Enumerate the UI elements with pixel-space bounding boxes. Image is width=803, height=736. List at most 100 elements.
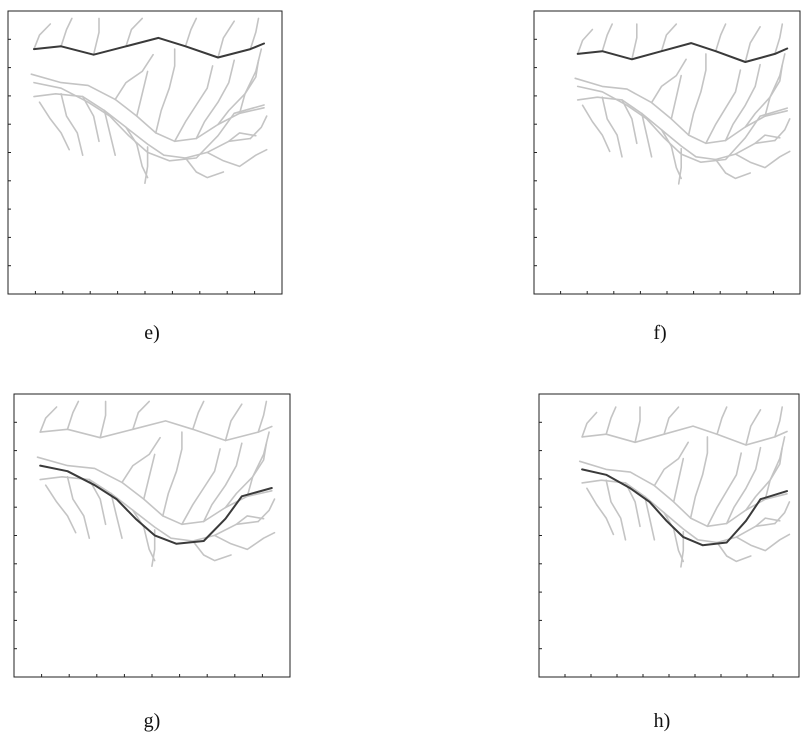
- vessel-segment: [224, 403, 243, 442]
- vessel-segment: [734, 150, 791, 169]
- plot-axes-h: [538, 393, 800, 678]
- vessel-segment: [735, 533, 791, 552]
- vessel-segment: [706, 452, 742, 528]
- vessel-segment: [689, 436, 709, 519]
- vessel-segment: [110, 492, 123, 539]
- plot-axes-e: [7, 10, 283, 295]
- vessel-plot-h: [538, 393, 800, 678]
- vessel-segment: [66, 476, 91, 539]
- vessel-segment: [621, 99, 638, 145]
- vessel-segment: [181, 448, 221, 526]
- vessel-segment: [744, 26, 761, 63]
- vessel-segment: [39, 406, 58, 433]
- vessel-segment: [33, 81, 265, 162]
- vessel-segment: [624, 482, 641, 528]
- vessel-segment: [601, 96, 623, 158]
- vessel-segment: [162, 431, 183, 517]
- vessel-segment: [764, 446, 783, 500]
- vessel-segment: [36, 456, 273, 526]
- vessel-segment: [687, 53, 707, 136]
- caption-g: g): [143, 710, 161, 732]
- vessel-segment: [745, 409, 762, 446]
- vessel-segment: [132, 400, 150, 431]
- vessel-segment: [257, 400, 268, 433]
- vessel-segment: [33, 23, 52, 50]
- plot-axes-g: [13, 393, 291, 678]
- vessel-segment: [213, 531, 276, 551]
- vessel-plot-f: [533, 10, 801, 295]
- vessel-segment: [125, 17, 143, 48]
- vessel-segment: [714, 23, 727, 52]
- vessel-segment: [653, 441, 689, 487]
- vessel-segment: [114, 53, 154, 101]
- caption-f: f): [653, 322, 667, 344]
- vessel-segment: [132, 509, 156, 562]
- vessel-segment: [716, 541, 752, 563]
- vessel-segment: [605, 479, 627, 541]
- vessel-segment: [644, 495, 656, 541]
- vessel-segment: [121, 436, 161, 484]
- vessel-segment: [206, 148, 268, 168]
- highlighted-path-g: [39, 464, 273, 545]
- vessel-segment: [99, 400, 107, 439]
- panel-h: [538, 393, 800, 678]
- vessel-segment: [228, 132, 257, 143]
- vessel-network-g: [36, 400, 276, 567]
- vessel-segment: [672, 457, 685, 503]
- vessel-segment: [184, 157, 225, 179]
- vessel-segment: [238, 59, 260, 115]
- caption-h: h): [653, 710, 671, 732]
- vessel-segment: [144, 146, 149, 184]
- caption-e: e): [144, 322, 160, 344]
- vessel-segment: [574, 77, 788, 145]
- panel-e: [7, 10, 283, 295]
- vessel-segment: [601, 23, 613, 52]
- plot-frame-f: [533, 10, 801, 295]
- vessel-segment: [663, 511, 685, 563]
- vessel-segment: [605, 406, 617, 435]
- vessel-network-f: [574, 23, 791, 185]
- vessel-segment: [754, 134, 781, 145]
- vessel-segment: [660, 23, 678, 52]
- vessel-segment: [581, 411, 598, 438]
- vessel-segment: [660, 128, 682, 180]
- plot-frame-g: [13, 393, 291, 678]
- highlighted-path-f: [576, 42, 789, 63]
- vessel-segment: [774, 406, 783, 438]
- vessel-segment: [663, 406, 680, 435]
- vessel-segment: [576, 96, 776, 161]
- vessel-segment: [754, 517, 781, 528]
- vessel-segment: [641, 112, 653, 158]
- vessel-segment: [249, 17, 260, 50]
- vessel-segment: [581, 425, 788, 446]
- vessel-network-e: [30, 17, 268, 184]
- vessel-segment: [217, 20, 235, 59]
- vessel-segment: [705, 69, 742, 145]
- vessel-segment: [60, 17, 73, 48]
- vessel-segment: [725, 446, 762, 525]
- vessel-segment: [581, 104, 611, 153]
- vessel-segment: [39, 420, 273, 442]
- vessel-segment: [81, 95, 100, 143]
- vessel-segment: [88, 478, 107, 526]
- vessel-segment: [246, 442, 268, 498]
- vessel-segment: [716, 406, 728, 435]
- vessel-segment: [774, 23, 784, 55]
- vessel-segment: [670, 74, 682, 120]
- vessel-segment: [33, 93, 252, 159]
- plot-axes-f: [533, 10, 801, 295]
- vessel-segment: [634, 406, 641, 444]
- highlighted-path-h: [581, 468, 788, 547]
- vessel-segment: [66, 400, 80, 431]
- vessel-segment: [184, 17, 198, 48]
- highlighted-vessel-h: [581, 468, 788, 547]
- vessel-segment: [192, 400, 205, 431]
- vessel-segment: [650, 58, 687, 104]
- vessel-segment: [235, 515, 265, 526]
- vessel-segment: [155, 48, 176, 134]
- highlighted-vessel-g: [39, 464, 273, 545]
- vessel-segment: [30, 73, 265, 143]
- vessel-segment: [764, 63, 784, 117]
- vessel-segment: [44, 484, 77, 534]
- vessel-segment: [103, 109, 116, 156]
